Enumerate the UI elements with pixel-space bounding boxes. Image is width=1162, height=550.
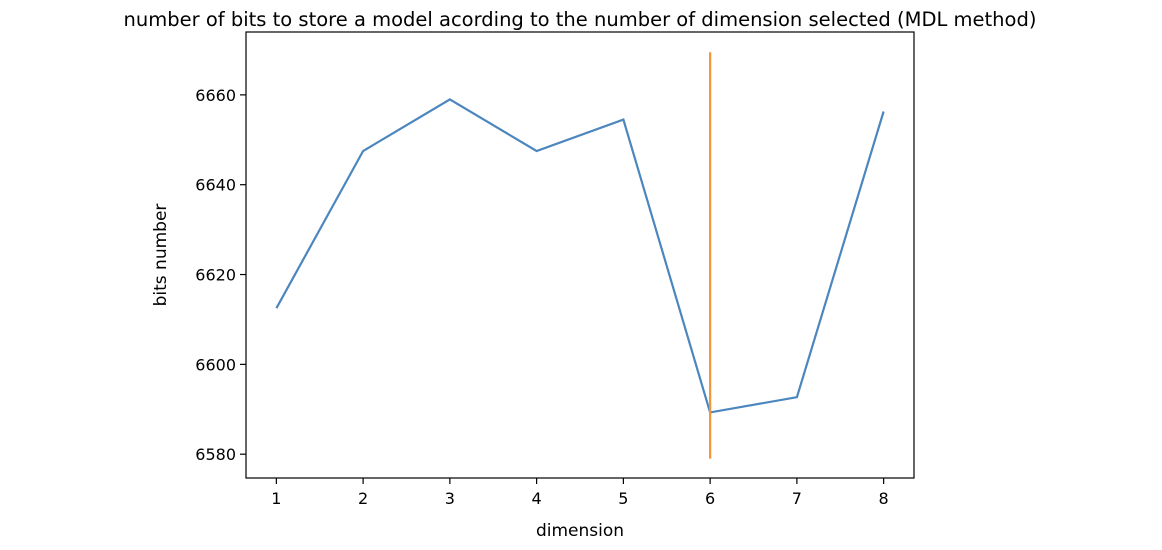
x-tick-label: 3 [445,489,455,508]
y-tick-label: 6600 [195,355,236,374]
x-tick-label: 2 [358,489,368,508]
y-tick-label: 6620 [195,266,236,285]
chart-title: number of bits to store a model acording… [124,8,1037,31]
x-axis-label: dimension [536,521,624,541]
x-tick-label: 8 [879,489,889,508]
y-tick-label: 6640 [195,176,236,195]
series-line-0 [275,98,885,414]
y-axis: 6580 6600 6620 6640 6660 [195,86,246,464]
plot-area [275,52,885,459]
y-axis-label: bits number [151,204,171,307]
x-axis: 1 2 3 4 5 6 7 8 [271,478,889,508]
x-tick-label: 4 [532,489,542,508]
axes-frame [245,31,915,479]
y-tick-label: 6580 [195,445,236,464]
x-tick-label: 6 [705,489,715,508]
y-tick-label: 6660 [195,86,236,105]
x-tick-label: 7 [792,489,802,508]
x-tick-label: 1 [271,489,281,508]
x-tick-label: 5 [618,489,628,508]
